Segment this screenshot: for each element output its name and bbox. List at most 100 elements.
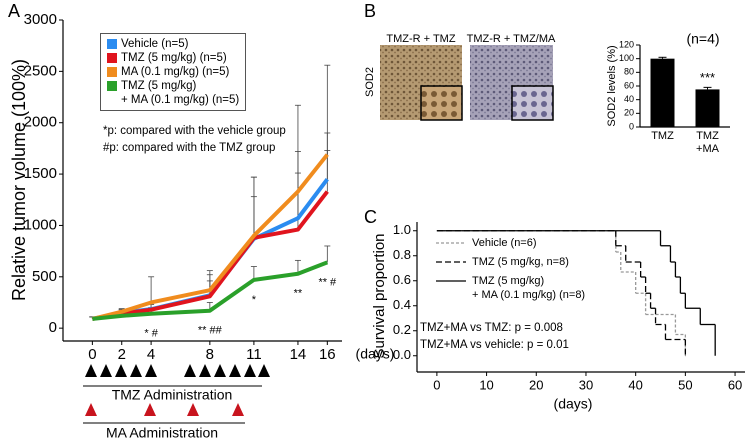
legend-swatch [107, 81, 117, 91]
note: #p: compared with the TMZ group [103, 142, 276, 154]
annotation: (n=4) [686, 31, 719, 47]
image-title: TMZ-R + TMZ [386, 33, 455, 45]
significance-label: * # [144, 328, 158, 340]
x-tick-label: 16 [319, 346, 336, 363]
x-tick-label: TMZ [651, 130, 674, 142]
y-tick-label: 100 [619, 53, 634, 63]
dose-marker [184, 364, 196, 377]
dose-marker [244, 364, 256, 377]
significance-label: *** [700, 70, 715, 85]
dose-marker [187, 403, 199, 416]
x-axis-title: (days) [356, 346, 395, 362]
x-tick-label: 30 [579, 377, 593, 392]
significance-label: * [252, 294, 257, 306]
significance-label: ** [294, 288, 303, 300]
y-tick-label: 20 [624, 108, 634, 118]
y-axis-title: Survival proportion [371, 233, 388, 358]
panel-label: C [364, 207, 377, 227]
legend-entry: TMZ (5 mg/kg) + MA (0.1 mg/kg) (n=5) [107, 79, 239, 107]
legend: Vehicle (n=5) TMZ (5 mg/kg) (n=5) MA (0.1 … [100, 33, 247, 111]
dose-marker [214, 364, 226, 377]
dose-marker [145, 364, 157, 377]
y-tick-label: 80 [624, 67, 634, 77]
schedule-label: TMZ Administration [112, 387, 233, 403]
y-tick-label: 0.2 [393, 322, 411, 337]
x-tick-label: TMZ +MA [696, 130, 719, 155]
note: TMZ+MA vs vehicle: p = 0.01 [420, 339, 569, 351]
y-tick-label: 2500 [24, 62, 57, 79]
y-tick-label: 60 [624, 80, 634, 90]
legend-swatch [107, 53, 117, 63]
y-tick-label: 120 [619, 39, 634, 49]
bar [650, 58, 675, 127]
y-tick-label: 0.0 [393, 347, 411, 362]
dose-marker [85, 364, 97, 377]
note: *p: compared with the vehicle group [103, 125, 286, 137]
x-tick-label: 50 [678, 377, 692, 392]
series-line [91, 153, 329, 321]
legend-label: Vehicle (n=6) [472, 237, 537, 249]
dose-marker [232, 403, 244, 416]
image-title: TMZ-R + TMZ/MA [467, 33, 556, 45]
legend-swatch [107, 67, 117, 77]
bar [695, 89, 720, 127]
y-tick-label: 1500 [24, 165, 57, 182]
y-tick-label: 1.0 [393, 222, 411, 237]
y-tick-label: 0 [629, 121, 634, 131]
x-axis-title: (days) [554, 396, 593, 412]
x-tick-label: 40 [628, 377, 642, 392]
dose-marker [100, 364, 112, 377]
x-tick-label: 20 [529, 377, 543, 392]
image-label: SOD2 [364, 67, 376, 97]
y-tick-label: 1000 [24, 216, 57, 233]
panel-label: A [8, 1, 20, 21]
tissue-inset [420, 85, 463, 121]
legend-label: TMZ (5 mg/kg) + MA (0.1 mg/kg) (n=5) [121, 80, 240, 106]
schedule-label: MA Administration [106, 425, 218, 441]
y-tick-label: 0.6 [393, 272, 411, 287]
y-tick-label: 0 [49, 319, 57, 336]
legend-label: TMZ (5 mg/kg, n=8) [472, 256, 569, 268]
tissue-inset [511, 85, 554, 121]
legend-label: TMZ (5 mg/kg) (n=5) [121, 52, 227, 64]
legend-entry: MA (0.1 mg/kg) (n=5) [107, 65, 239, 79]
dose-marker [229, 364, 241, 377]
x-tick-label: 2 [118, 346, 126, 363]
dose-marker [258, 364, 270, 377]
series-line [92, 190, 329, 321]
dose-marker [115, 364, 127, 377]
y-tick-label: 40 [624, 94, 634, 104]
y-tick-label: 0.8 [393, 247, 411, 262]
panel-label: B [364, 1, 376, 21]
legend-label: TMZ (5 mg/kg) + MA (0.1 mg/kg) (n=8) [472, 275, 586, 301]
y-tick-label: 0.4 [393, 297, 411, 312]
significance-label: ** # [318, 276, 337, 288]
legend-label: MA (0.1 mg/kg) (n=5) [121, 66, 230, 78]
x-tick-label: 11 [246, 346, 262, 363]
dose-marker [199, 364, 211, 377]
legend-label: Vehicle (n=5) [121, 38, 189, 50]
note: TMZ+MA vs TMZ: p = 0.008 [420, 322, 563, 334]
series-line [92, 260, 329, 321]
y-axis-title: Relative tumor volume (100%) [9, 59, 29, 301]
x-tick-label: 60 [728, 377, 742, 392]
y-tick-label: 2000 [24, 114, 57, 131]
x-tick-label: 0 [88, 346, 96, 363]
x-tick-label: 0 [433, 377, 440, 392]
y-tick-label: 500 [32, 268, 57, 285]
significance-label: ** ## [198, 325, 223, 337]
y-axis-title: SOD2 levels (%) [606, 45, 618, 126]
legend-entry: TMZ (5 mg/kg) (n=5) [107, 51, 239, 65]
dose-marker [144, 403, 156, 416]
x-tick-label: 10 [479, 377, 493, 392]
dose-marker [85, 403, 97, 416]
legend-entry: Vehicle (n=5) [107, 37, 239, 51]
x-tick-label: 14 [290, 346, 307, 363]
dose-marker [130, 364, 142, 377]
x-tick-label: 4 [147, 346, 155, 363]
y-tick-label: 3000 [24, 11, 57, 28]
x-tick-label: 8 [206, 346, 214, 363]
legend-swatch [107, 39, 117, 49]
